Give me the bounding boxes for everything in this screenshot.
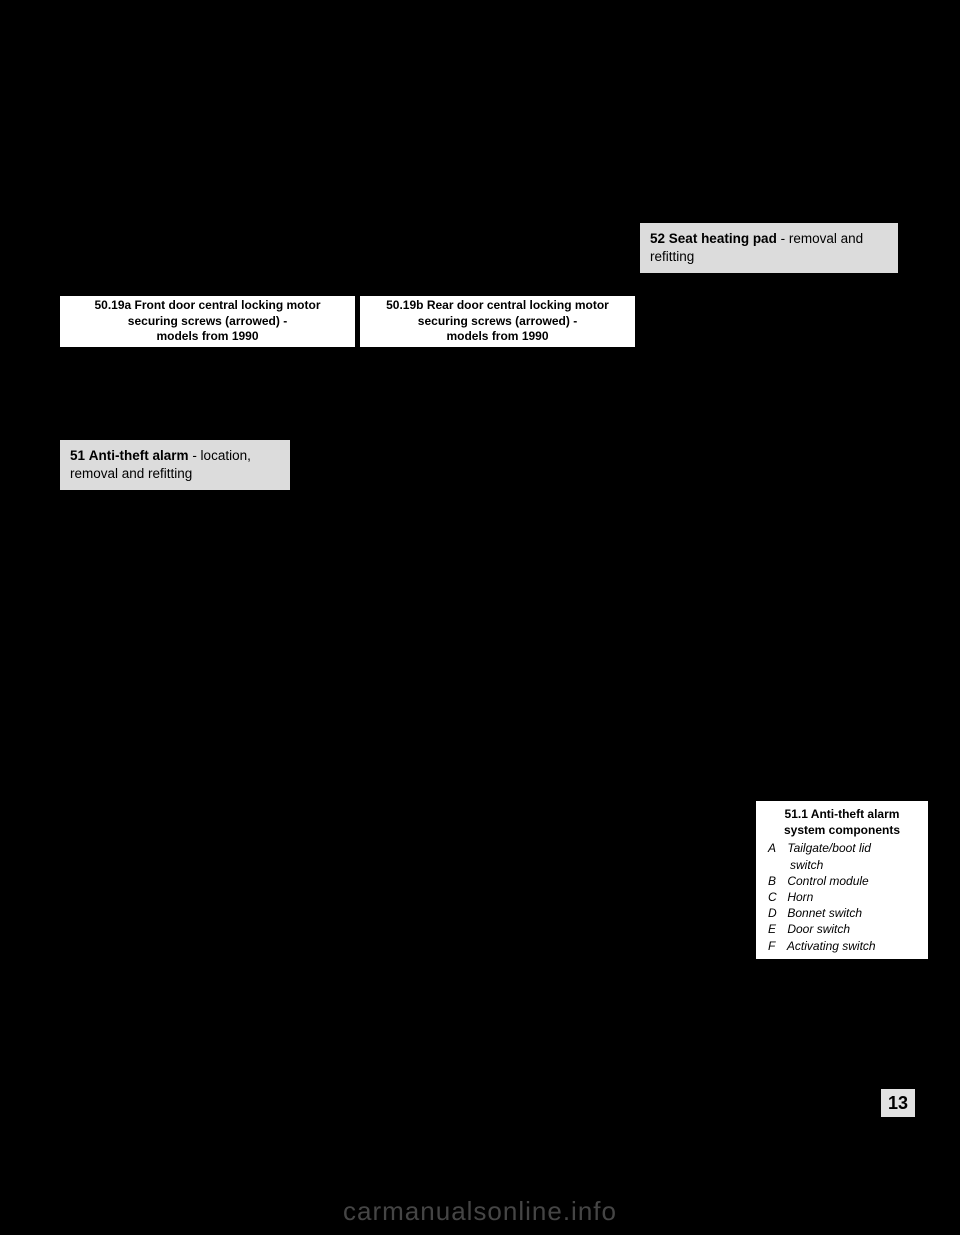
section-header-51: 51 Anti-theft alarm - location, removal … (60, 440, 290, 490)
callout-item-e-val: Door switch (787, 922, 850, 936)
section-51-num: 51 (70, 448, 85, 463)
figcap-b-line3: models from 1990 (446, 329, 548, 343)
callout-item-d-key: D (768, 905, 784, 921)
callout-item-f: F Activating switch (762, 938, 922, 954)
callout-item-d-val: Bonnet switch (787, 906, 862, 920)
callout-item-f-key: F (768, 938, 784, 954)
watermark: carmanualsonline.info (0, 1196, 960, 1227)
callout-51-1: 51.1 Anti-theft alarm system components … (756, 801, 928, 959)
callout-item-d: D Bonnet switch (762, 905, 922, 921)
section-52-num: 52 (650, 231, 665, 246)
callout-item-e: E Door switch (762, 921, 922, 937)
callout-item-b-val: Control module (787, 874, 868, 888)
callout-item-e-key: E (768, 921, 784, 937)
callout-item-a: A Tailgate/boot lid switch (762, 840, 922, 872)
figcap-a-line3: models from 1990 (156, 329, 258, 343)
callout-item-a-key: A (768, 840, 784, 856)
callout-item-c-key: C (768, 889, 784, 905)
figcap-a-line1: 50.19a Front door central locking motor (94, 298, 320, 312)
figcap-a-line2: securing screws (arrowed) - (128, 314, 287, 328)
callout-title-line1: 51.1 Anti-theft alarm (785, 807, 900, 821)
page-tab-number: 13 (888, 1093, 908, 1113)
figure-caption-a: 50.19a Front door central locking motor … (60, 296, 355, 347)
callout-item-a-val2: switch (768, 857, 922, 873)
callout-item-b-key: B (768, 873, 784, 889)
callout-item-f-val: Activating switch (787, 939, 876, 953)
callout-item-b: B Control module (762, 873, 922, 889)
figcap-b-line1: 50.19b Rear door central locking motor (386, 298, 609, 312)
page: 50.19a Front door central locking motor … (0, 0, 960, 1235)
page-tab: 13 (881, 1089, 915, 1117)
section-51-title-bold: Anti-theft alarm (89, 448, 189, 463)
figure-caption-b: 50.19b Rear door central locking motor s… (360, 296, 635, 347)
callout-item-c: C Horn (762, 889, 922, 905)
section-52-title-bold: Seat heating pad (669, 231, 777, 246)
figcap-b-line2: securing screws (arrowed) - (418, 314, 577, 328)
callout-title: 51.1 Anti-theft alarm system components (762, 806, 922, 838)
watermark-text: carmanualsonline.info (343, 1196, 617, 1226)
section-header-52: 52 Seat heating pad - removal and refitt… (640, 223, 898, 273)
callout-title-line2: system components (784, 823, 900, 837)
callout-item-c-val: Horn (787, 890, 813, 904)
callout-item-a-val: Tailgate/boot lid (787, 841, 871, 855)
